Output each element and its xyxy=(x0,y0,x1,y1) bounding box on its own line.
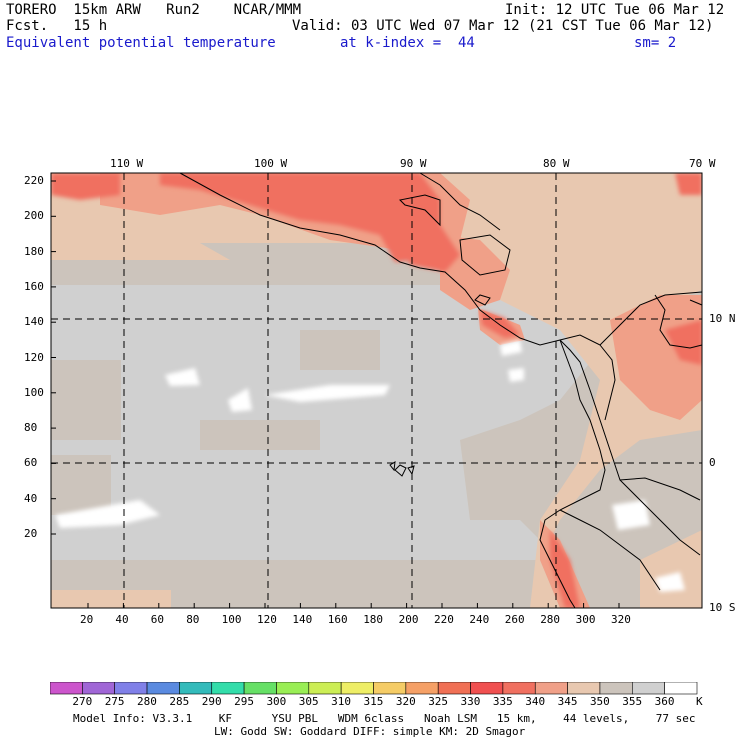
map-panel xyxy=(50,172,703,609)
field-name: Equivalent potential temperature xyxy=(6,35,276,51)
colorbar-label: 300 xyxy=(266,695,287,708)
colorbar-swatch xyxy=(502,682,536,695)
x-tick-label: 60 xyxy=(150,613,165,626)
x-tick-label: 260 xyxy=(504,613,525,626)
x-tick-label: 240 xyxy=(469,613,490,626)
y-tick-label: 200 xyxy=(24,209,44,223)
coastline xyxy=(179,172,703,609)
colorbar-label: 320 xyxy=(395,695,416,708)
x-tick-label: 320 xyxy=(611,613,631,626)
colorbar-label: 360 xyxy=(654,695,675,708)
model-info: Model Info: V3.3.1 KF YSU PBL WDM 6class… xyxy=(73,712,696,725)
colorbar-label: 295 xyxy=(234,695,254,708)
colorbar-swatch xyxy=(50,682,83,695)
lon-label-70w: 70 W xyxy=(689,157,716,170)
colorbar-label: 355 xyxy=(622,695,643,708)
colorbar-label: 345 xyxy=(557,695,578,708)
colorbar-label: 335 xyxy=(492,695,513,708)
colorbar-swatch xyxy=(243,682,277,695)
colorbar-swatch xyxy=(146,682,180,695)
y-tick-label: 140 xyxy=(24,315,44,329)
model-title: TORERO 15km ARW Run2 NCAR/MMM xyxy=(6,2,302,18)
graticule xyxy=(51,173,702,608)
colorbar-label: 350 xyxy=(589,695,610,708)
colorbar-label: 315 xyxy=(363,695,384,708)
smoothing: sm= 2 xyxy=(634,35,677,51)
temperature-field xyxy=(51,173,702,608)
x-tick-label: 220 xyxy=(434,613,454,626)
y-tick-label: 220 xyxy=(24,174,44,187)
colorbar-swatch xyxy=(405,682,439,695)
lon-label-100w: 100 W xyxy=(254,157,288,170)
y-tick-label: 40 xyxy=(24,491,38,505)
colorbar-unit: K xyxy=(696,695,703,708)
colorbar-label: 270 xyxy=(72,695,93,708)
colorbar-swatch xyxy=(437,682,471,695)
colorbar-swatch xyxy=(631,682,665,695)
axis-ticks xyxy=(51,180,620,608)
x-tick-label: 200 xyxy=(398,613,419,626)
colorbar-label: 325 xyxy=(428,695,449,708)
lon-label-90w: 90 W xyxy=(400,157,427,170)
colorbar-label: 280 xyxy=(137,695,157,708)
valid-time: Valid: 03 UTC Wed 07 Mar 12 (21 CST Tue … xyxy=(292,18,714,34)
colorbar-label: 290 xyxy=(201,695,222,708)
colorbar-swatch xyxy=(567,682,601,695)
colorbar-label: 285 xyxy=(169,695,190,708)
colorbar-swatch xyxy=(276,682,310,695)
x-tick-label: 180 xyxy=(363,613,384,626)
y-tick-label: 180 xyxy=(24,244,44,258)
lon-label-110w: 110 W xyxy=(110,157,144,170)
lat-label-0: 0 xyxy=(709,456,716,469)
y-tick-label: 160 xyxy=(24,279,44,293)
colorbar-swatch xyxy=(308,682,342,695)
x-tick-label: 160 xyxy=(327,613,348,626)
y-tick-label: 100 xyxy=(24,385,44,399)
y-tick-label: 80 xyxy=(24,421,38,435)
colorbar-swatch xyxy=(179,682,213,695)
x-tick-label: 20 xyxy=(80,613,94,626)
colorbar-label: 310 xyxy=(331,695,352,708)
colorbar-swatch xyxy=(664,682,698,695)
colorbar-label: 275 xyxy=(104,695,125,708)
forecast-hour: Fcst. 15 h xyxy=(6,18,108,34)
colorbar-label: 330 xyxy=(460,695,481,708)
colorbar xyxy=(50,682,698,695)
colorbar-label: 305 xyxy=(298,695,319,708)
colorbar-swatch xyxy=(340,682,374,695)
x-tick-label: 100 xyxy=(221,613,242,626)
lon-label-80w: 80 W xyxy=(543,157,570,170)
colorbar-label: 340 xyxy=(525,695,546,708)
lat-label-10n: 10 N xyxy=(709,312,736,325)
x-tick-label: 120 xyxy=(257,613,277,626)
colorbar-swatch xyxy=(599,682,633,695)
colorbar-swatch xyxy=(534,682,568,695)
colorbar-swatch xyxy=(82,682,115,695)
lat-label-10s: 10 S xyxy=(709,601,736,614)
x-tick-label: 80 xyxy=(186,613,200,626)
x-tick-label: 40 xyxy=(115,613,129,626)
x-tick-label: 280 xyxy=(540,613,561,626)
y-tick-label: 20 xyxy=(24,527,38,540)
physics-info: LW: Godd SW: Goddard DIFF: simple KM: 2D… xyxy=(214,725,526,738)
colorbar-swatch xyxy=(211,682,245,695)
init-time: Init: 12 UTC Tue 06 Mar 12 xyxy=(505,2,725,18)
colorbar-swatch xyxy=(470,682,504,695)
y-tick-label: 60 xyxy=(24,456,38,470)
map-frame xyxy=(50,172,703,609)
level-index: at k-index = 44 xyxy=(340,35,475,51)
y-tick-label: 120 xyxy=(24,350,44,364)
x-tick-label: 300 xyxy=(575,613,596,626)
x-tick-label: 140 xyxy=(292,613,313,626)
colorbar-swatch xyxy=(373,682,407,695)
colorbar-swatch xyxy=(114,682,148,695)
